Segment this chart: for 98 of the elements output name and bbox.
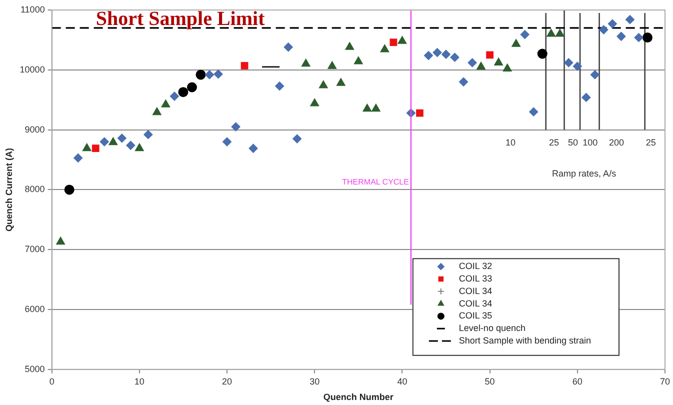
point bbox=[512, 39, 520, 47]
annotation: 50 bbox=[568, 137, 578, 148]
x-tick-label: 70 bbox=[660, 376, 670, 386]
point bbox=[231, 122, 240, 132]
point bbox=[380, 44, 390, 52]
point bbox=[196, 70, 206, 80]
point bbox=[537, 48, 548, 59]
point bbox=[555, 28, 564, 37]
legend-label: COIL 34 bbox=[458, 298, 492, 308]
annotation: 10 bbox=[505, 137, 516, 148]
point bbox=[310, 98, 320, 106]
annotation: 25 bbox=[549, 137, 560, 148]
legend-label: Short Sample with bending strain bbox=[458, 335, 591, 346]
point bbox=[336, 78, 346, 86]
point bbox=[572, 62, 582, 71]
point bbox=[64, 184, 74, 195]
point bbox=[74, 153, 83, 162]
point bbox=[582, 92, 591, 102]
y-tick-label: 8000 bbox=[24, 184, 45, 194]
point bbox=[599, 25, 608, 34]
point bbox=[424, 51, 433, 60]
legend-label: Level-no quench bbox=[458, 323, 526, 334]
point bbox=[494, 58, 503, 66]
x-tick-label: 20 bbox=[222, 376, 232, 386]
point bbox=[186, 82, 197, 92]
point bbox=[529, 107, 538, 116]
point bbox=[108, 137, 118, 146]
x-tick-label: 50 bbox=[484, 376, 495, 386]
x-tick-label: 40 bbox=[397, 376, 408, 386]
point bbox=[161, 100, 170, 108]
point bbox=[372, 104, 380, 112]
y-tick-label: 10000 bbox=[20, 64, 45, 74]
annotation: 100 bbox=[582, 137, 598, 148]
ref-line-label: THERMAL CYCLE bbox=[342, 178, 409, 187]
point bbox=[390, 38, 398, 46]
y-tick-label: 9000 bbox=[24, 124, 45, 134]
point bbox=[502, 64, 512, 72]
x-tick-label: 10 bbox=[134, 376, 144, 386]
point bbox=[56, 236, 65, 245]
y-tick-label: 6000 bbox=[24, 304, 45, 314]
point bbox=[170, 92, 179, 101]
point bbox=[362, 104, 372, 112]
point bbox=[520, 30, 530, 40]
point bbox=[301, 58, 310, 67]
point bbox=[634, 33, 644, 42]
point bbox=[100, 137, 109, 146]
y-tick-label: 5000 bbox=[24, 364, 45, 374]
point bbox=[486, 51, 494, 59]
point bbox=[240, 62, 248, 70]
annotation: 200 bbox=[609, 137, 624, 148]
point bbox=[625, 15, 634, 24]
point bbox=[642, 32, 652, 43]
point bbox=[416, 109, 424, 117]
point bbox=[616, 32, 626, 41]
point bbox=[222, 137, 232, 146]
point bbox=[450, 52, 460, 62]
x-tick-label: 60 bbox=[572, 376, 582, 386]
chart-title: Short Sample Limit bbox=[96, 8, 266, 30]
y-tick-label: 11000 bbox=[20, 4, 45, 14]
point bbox=[135, 143, 144, 152]
point bbox=[92, 144, 100, 152]
point bbox=[152, 107, 162, 116]
x-tick-label: 0 bbox=[49, 376, 54, 386]
legend-label: COIL 32 bbox=[458, 261, 492, 272]
point bbox=[205, 70, 214, 80]
point bbox=[117, 134, 126, 143]
legend-label: COIL 34 bbox=[458, 286, 492, 296]
point bbox=[345, 42, 354, 50]
point bbox=[432, 48, 442, 58]
point bbox=[476, 62, 486, 70]
point bbox=[468, 58, 477, 68]
x-tick-label: 30 bbox=[310, 376, 320, 386]
point bbox=[178, 87, 188, 98]
annotation: 25 bbox=[646, 137, 656, 148]
point bbox=[292, 134, 302, 144]
point bbox=[275, 82, 284, 91]
point bbox=[284, 42, 293, 52]
point bbox=[144, 130, 153, 140]
point bbox=[82, 143, 92, 152]
point bbox=[608, 19, 617, 28]
point bbox=[126, 140, 136, 150]
legend-label: COIL 35 bbox=[458, 310, 492, 321]
point bbox=[442, 50, 451, 59]
point bbox=[214, 70, 223, 79]
point bbox=[459, 77, 468, 86]
point bbox=[564, 58, 574, 68]
y-axis-title: Quench Current (A) bbox=[4, 148, 14, 232]
annotation: Ramp rates, A/s bbox=[552, 168, 617, 179]
point bbox=[590, 70, 600, 80]
point bbox=[398, 36, 407, 44]
x-axis-title: Quench Number bbox=[323, 392, 394, 402]
point bbox=[248, 144, 258, 153]
legend-label: COIL 33 bbox=[458, 273, 492, 284]
point bbox=[354, 56, 363, 64]
y-tick-label: 7000 bbox=[24, 244, 45, 254]
point bbox=[546, 28, 556, 37]
point bbox=[328, 61, 337, 70]
point bbox=[318, 80, 328, 88]
